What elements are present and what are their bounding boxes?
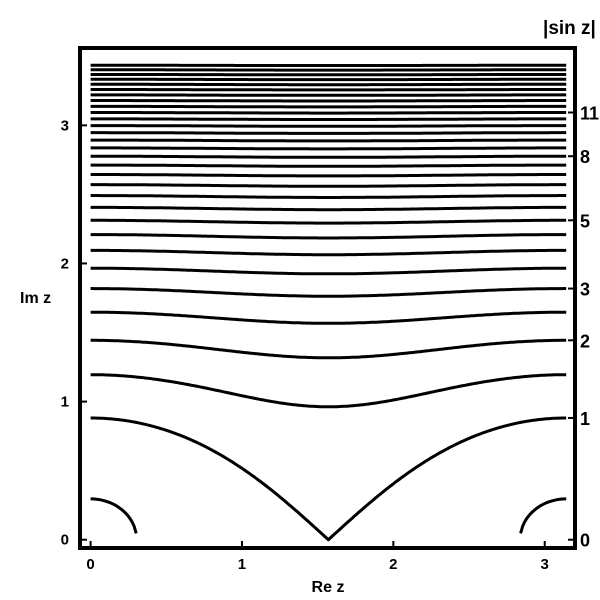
contour-line-0-1 bbox=[519, 497, 567, 534]
contour-line-2-0 bbox=[90, 373, 567, 409]
y-axis-title: Im z bbox=[20, 290, 51, 307]
right-level-label-3: 3 bbox=[580, 280, 590, 300]
contour-line-9-0 bbox=[90, 218, 567, 225]
contour-line-8-0 bbox=[90, 233, 567, 240]
contour-line-15-0 bbox=[90, 154, 567, 159]
contour-line-0-0 bbox=[90, 497, 138, 534]
right-level-label-0: 0 bbox=[580, 531, 590, 551]
right-level-labels: 0 1 2 3 5 8 11 bbox=[568, 103, 599, 551]
contour-line-17-0 bbox=[90, 138, 567, 143]
contour-line-22-0 bbox=[90, 104, 567, 109]
right-axis-title: |sin z| bbox=[543, 18, 596, 39]
contour-line-1-0 bbox=[90, 416, 567, 542]
y-tick-label-3: 3 bbox=[61, 117, 69, 134]
right-level-label-6: 11 bbox=[580, 103, 599, 123]
x-axis-title: Re z bbox=[312, 579, 345, 596]
contour-line-21-0 bbox=[90, 111, 567, 115]
right-level-label-1: 1 bbox=[580, 409, 590, 429]
plot-frame bbox=[78, 46, 577, 550]
y-tick-label-0: 0 bbox=[61, 532, 69, 549]
contour-line-13-0 bbox=[90, 173, 567, 178]
right-level-label-2: 2 bbox=[580, 331, 590, 351]
contour-line-11-0 bbox=[90, 194, 567, 199]
contour-line-7-0 bbox=[90, 248, 567, 257]
y-tick-label-2: 2 bbox=[61, 255, 69, 272]
x-tick-label-0: 0 bbox=[86, 556, 94, 573]
contour-line-6-0 bbox=[90, 266, 567, 276]
x-tick-label-3: 3 bbox=[541, 556, 549, 573]
x-tick-label-2: 2 bbox=[389, 556, 397, 573]
contour-line-5-0 bbox=[90, 287, 567, 298]
y-axis-ticks: 0 1 2 3 bbox=[61, 117, 87, 549]
right-level-label-4: 5 bbox=[580, 211, 590, 231]
contour-line-23-0 bbox=[90, 99, 567, 103]
contour-line-18-0 bbox=[90, 131, 567, 135]
contour-line-20-0 bbox=[90, 117, 567, 121]
contour-line-3-0 bbox=[90, 338, 567, 360]
contour-line-19-0 bbox=[90, 124, 567, 128]
y-tick-label-1: 1 bbox=[61, 394, 69, 411]
contour-line-12-0 bbox=[90, 183, 567, 188]
contour-line-16-0 bbox=[90, 146, 567, 151]
contour-line-10-0 bbox=[90, 205, 567, 212]
contour-line-4-0 bbox=[90, 310, 567, 325]
contour-line-14-0 bbox=[90, 163, 567, 168]
contour-lines bbox=[90, 63, 567, 542]
x-axis-ticks: 0 1 2 3 bbox=[86, 541, 549, 573]
x-tick-label-1: 1 bbox=[238, 556, 246, 573]
right-level-label-5: 8 bbox=[580, 147, 590, 167]
